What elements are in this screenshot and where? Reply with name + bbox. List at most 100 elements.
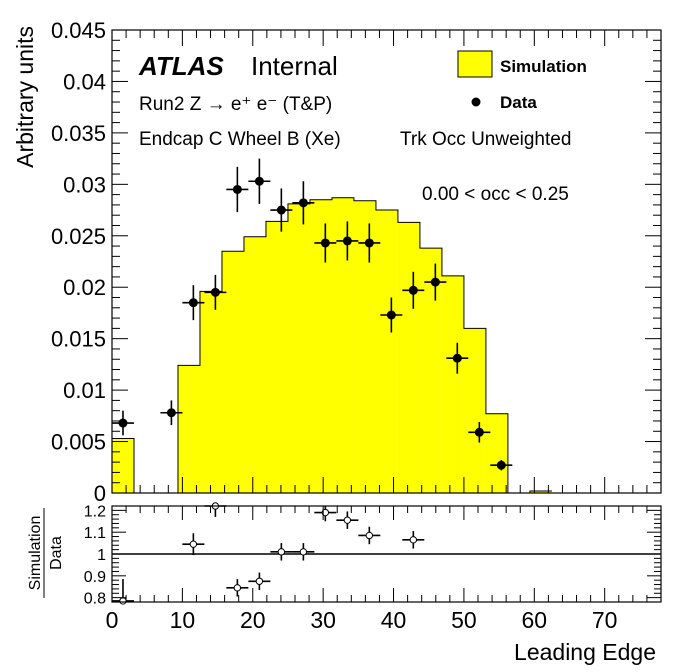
data-marker [276, 205, 286, 215]
x-tick-label: 0 [106, 607, 119, 633]
simulation-bar [463, 328, 486, 493]
x-tick-label: 20 [240, 607, 266, 633]
simulation-bar [199, 291, 222, 493]
simulation-bar [177, 365, 200, 493]
ratio-y-tick-label: 0.9 [84, 569, 106, 586]
y-tick-label: 0.045 [51, 18, 106, 43]
simulation-bar [309, 199, 332, 493]
weight-label: Trk Occ Unweighted [400, 129, 571, 150]
data-point [380, 297, 403, 333]
ratio-marker [119, 597, 127, 605]
data-point [424, 263, 447, 301]
ratio-marker [277, 548, 286, 556]
legend-simulation-swatch [457, 50, 493, 78]
data-marker [166, 408, 176, 418]
ratio-point [248, 572, 271, 590]
legend: Simulation Data [457, 50, 587, 112]
simulation-bar [375, 210, 398, 494]
y-tick-label: 0.005 [51, 430, 106, 455]
y-tick-label: 0.03 [63, 172, 106, 197]
x-tick-label: 10 [170, 607, 196, 633]
y-axis-title: Arbitrary units [12, 26, 38, 168]
process-label: Run2 Z → e⁺ e⁻ (T&P) [139, 94, 332, 115]
data-marker [210, 287, 220, 297]
y-tick-label: 0.015 [51, 327, 106, 352]
data-marker [118, 418, 128, 428]
ratio-y-axis-title: Simulation Data [27, 508, 65, 598]
ratio-point [358, 526, 381, 545]
data-marker [320, 238, 330, 248]
data-marker [342, 236, 352, 246]
ratio-marker [409, 536, 418, 544]
y-tick-label: 0.04 [63, 69, 106, 94]
data-marker [496, 460, 506, 470]
data-marker [386, 310, 396, 320]
ratio-marker [299, 548, 308, 556]
x-tick-label: 60 [522, 607, 548, 633]
y-tick-label: 0.035 [51, 121, 106, 146]
y-tick-label: 0 [94, 481, 106, 506]
region-label: Endcap C Wheel B (Xe) [139, 129, 341, 150]
ratio-y-denominator: Data [48, 536, 65, 570]
simulation-bar [529, 490, 552, 493]
occupancy-label: 0.00 < occ < 0.25 [422, 184, 569, 205]
x-tick-label: 30 [310, 607, 336, 633]
main-frame [111, 29, 662, 494]
ratio-point [111, 579, 134, 605]
atlas-status-label: Internal [251, 51, 338, 81]
data-point [182, 285, 205, 321]
data-marker [452, 353, 462, 363]
ratio-marker [343, 516, 352, 524]
ratio-point [204, 502, 227, 517]
data-point [270, 188, 293, 232]
y-tick-label: 0.02 [63, 275, 106, 300]
simulation-bar [353, 200, 376, 493]
simulation-bar [331, 197, 354, 493]
data-point [111, 410, 134, 436]
ratio-marker [189, 540, 198, 548]
data-point [248, 158, 271, 204]
data-point [402, 271, 425, 309]
ratio-marker [365, 531, 374, 540]
ratio-y-tick-label: 1.1 [84, 525, 106, 542]
ratio-point [226, 579, 249, 597]
data-point [336, 221, 359, 261]
ratio-point [336, 511, 359, 529]
data-marker [474, 427, 484, 437]
x-tick-label: 40 [381, 607, 407, 633]
ratio-marker [321, 508, 330, 517]
ratio-y-tick-label: 1 [97, 547, 106, 564]
simulation-bar [221, 251, 244, 493]
ratio-y-tick-label: 0.8 [84, 591, 106, 608]
data-point [468, 422, 491, 443]
simulation-bar [485, 413, 508, 493]
simulation-outline [111, 197, 552, 494]
data-marker [188, 298, 198, 308]
ratio-point [402, 531, 425, 549]
simulation-bar [397, 222, 420, 493]
data-point [490, 460, 513, 471]
ratio-y-tick-label: 1.2 [84, 503, 106, 520]
data-marker [232, 184, 242, 194]
data-marker [408, 285, 418, 295]
data-point [358, 223, 381, 263]
legend-data-marker [471, 97, 481, 107]
simulation-bar [419, 248, 442, 493]
simulation-bar [243, 236, 266, 493]
y-tick-label: 0.01 [63, 378, 106, 403]
x-tick-label: 50 [451, 607, 477, 633]
data-marker [298, 198, 308, 208]
legend-simulation-label: Simulation [500, 57, 587, 76]
data-point [204, 274, 227, 310]
ratio-y-numerator: Simulation [27, 516, 44, 591]
data-point [292, 181, 315, 225]
ratio-marker [255, 577, 264, 585]
data-point [314, 223, 337, 263]
simulation-bar [112, 438, 134, 493]
main-plot: 0 0.005 0.01 0.015 0.02 0.025 0.03 0.035 0.04 0.0… [51, 18, 662, 506]
x-tick-label: 70 [592, 607, 618, 633]
simulation-bar [287, 203, 310, 494]
legend-data-label: Data [500, 93, 537, 112]
data-marker [364, 238, 374, 248]
